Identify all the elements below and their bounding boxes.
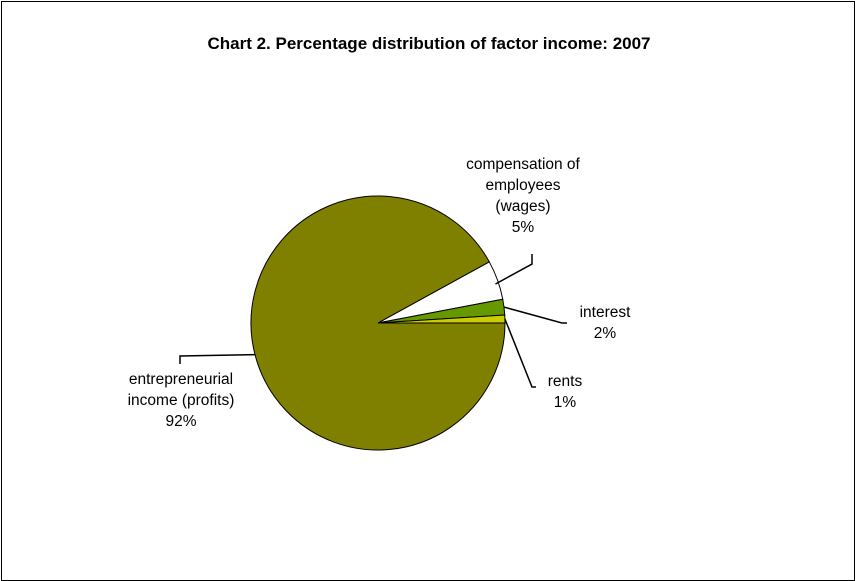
slice-category-label: rents [548,373,583,390]
slice-category-label: compensation of [466,156,580,173]
leader-line [179,353,256,364]
slice-percent-label: 1% [554,394,577,411]
slice-category-label: income (profits) [128,392,235,409]
slice-percent-label: 92% [165,413,196,430]
slice-category-label: (wages) [495,198,550,215]
slice-category-label: entrepreneurial [129,371,233,388]
leader-line [503,306,567,324]
slice-category-label: interest [580,304,632,321]
chart-title: Chart 2. Percentage distribution of fact… [207,34,651,53]
leader-line [495,254,533,285]
pie-chart: compensation of employees (wages) 5% interes… [128,156,632,451]
pie-slice [250,195,506,451]
leader-line [504,318,536,388]
slice-percent-label: 5% [512,219,535,236]
slice-category-label: employees [486,177,561,194]
slice-percent-label: 2% [594,325,617,342]
